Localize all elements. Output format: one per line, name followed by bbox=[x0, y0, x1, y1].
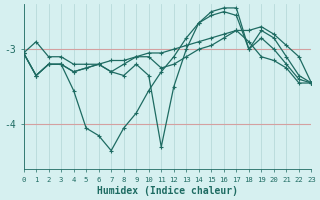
X-axis label: Humidex (Indice chaleur): Humidex (Indice chaleur) bbox=[97, 186, 238, 196]
